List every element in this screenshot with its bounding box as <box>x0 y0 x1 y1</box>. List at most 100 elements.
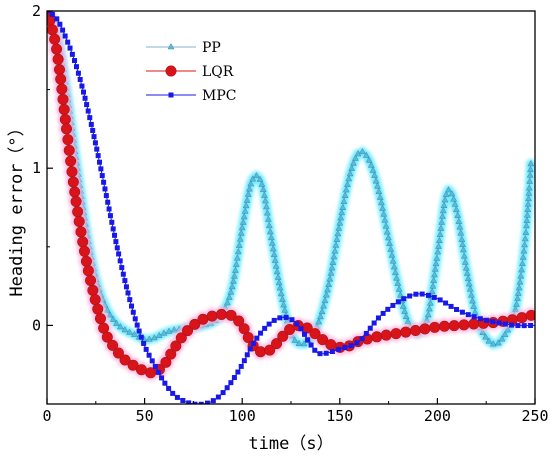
data-point <box>520 247 528 254</box>
data-point <box>350 159 357 166</box>
data-point <box>443 300 449 306</box>
data-point <box>452 205 460 213</box>
data-point <box>385 306 391 312</box>
data-point <box>469 297 476 304</box>
data-point <box>410 324 422 336</box>
data-point <box>67 45 73 51</box>
data-point <box>395 285 403 292</box>
data-point <box>138 334 144 340</box>
data-point <box>155 331 163 338</box>
data-point <box>390 328 402 340</box>
data-point <box>397 291 404 298</box>
data-point <box>113 239 119 245</box>
data-point <box>371 171 378 178</box>
data-point <box>82 95 88 101</box>
data-point <box>523 211 531 218</box>
data-point <box>365 156 373 163</box>
data-point <box>384 234 392 241</box>
data-point <box>455 217 463 224</box>
data-point <box>522 228 530 235</box>
data-point <box>281 306 289 313</box>
data-point <box>367 325 373 331</box>
data-point <box>84 102 90 108</box>
data-point <box>160 329 168 336</box>
data-point <box>165 348 177 360</box>
data-point <box>519 253 527 260</box>
data-point <box>51 43 63 55</box>
data-point <box>371 331 383 343</box>
data-point <box>336 346 342 352</box>
data-point <box>369 166 377 173</box>
data-point <box>59 113 71 125</box>
data-point <box>515 323 521 329</box>
data-point <box>445 186 452 193</box>
data-point <box>75 70 81 76</box>
data-point <box>231 266 239 273</box>
legend-marker <box>167 43 175 50</box>
data-point <box>512 305 519 312</box>
data-point <box>277 315 283 321</box>
x-tick-label: 50 <box>136 407 154 425</box>
data-point <box>170 390 176 396</box>
data-point <box>234 248 242 255</box>
data-point <box>130 309 136 315</box>
data-point <box>431 265 439 272</box>
data-point <box>291 336 299 343</box>
data-point <box>220 390 226 396</box>
data-point <box>470 302 478 309</box>
data-point <box>502 321 508 327</box>
data-point <box>317 313 324 320</box>
data-point <box>57 21 63 27</box>
axes-layer: 0 50 100 150 200 250 0 1 2 <box>32 2 549 425</box>
data-point <box>380 310 386 316</box>
data-point <box>458 235 466 242</box>
data-point <box>141 340 147 346</box>
data-point <box>327 269 335 276</box>
data-point <box>460 252 468 259</box>
data-point <box>339 203 347 211</box>
data-point <box>392 268 399 276</box>
data-point <box>325 280 333 287</box>
data-point <box>458 319 470 331</box>
data-point <box>81 89 87 95</box>
data-point <box>278 295 286 302</box>
data-point <box>324 286 331 293</box>
data-point <box>97 159 103 165</box>
data-point <box>73 215 85 227</box>
data-point <box>266 228 274 235</box>
data-point <box>471 314 477 320</box>
data-point <box>514 294 521 301</box>
data-point <box>489 340 497 347</box>
data-point <box>113 319 120 326</box>
data-point <box>438 218 446 225</box>
data-point <box>271 338 283 350</box>
data-point <box>484 317 490 323</box>
data-point <box>459 240 467 248</box>
legend-entry-pp: PP <box>146 40 221 56</box>
data-point <box>407 293 413 299</box>
legend-entry-lqr: LQR <box>146 64 234 80</box>
data-point <box>101 331 113 343</box>
data-point <box>438 320 450 332</box>
data-point <box>116 323 124 330</box>
data-point <box>225 293 233 300</box>
data-point <box>78 245 90 257</box>
y-tick-label: 1 <box>32 159 41 177</box>
data-point <box>367 161 375 168</box>
data-point <box>376 193 384 200</box>
data-point <box>362 151 370 158</box>
data-point <box>57 93 69 105</box>
data-point <box>320 302 328 309</box>
data-point <box>105 199 111 205</box>
data-point <box>354 340 360 346</box>
data-point <box>180 397 186 403</box>
data-point <box>461 258 469 265</box>
data-point <box>341 191 349 198</box>
y-tick-label: 2 <box>32 2 41 20</box>
data-point <box>351 154 359 161</box>
data-point <box>125 290 131 296</box>
data-point <box>387 245 395 252</box>
series-mpc <box>47 11 535 404</box>
data-point <box>322 291 330 298</box>
